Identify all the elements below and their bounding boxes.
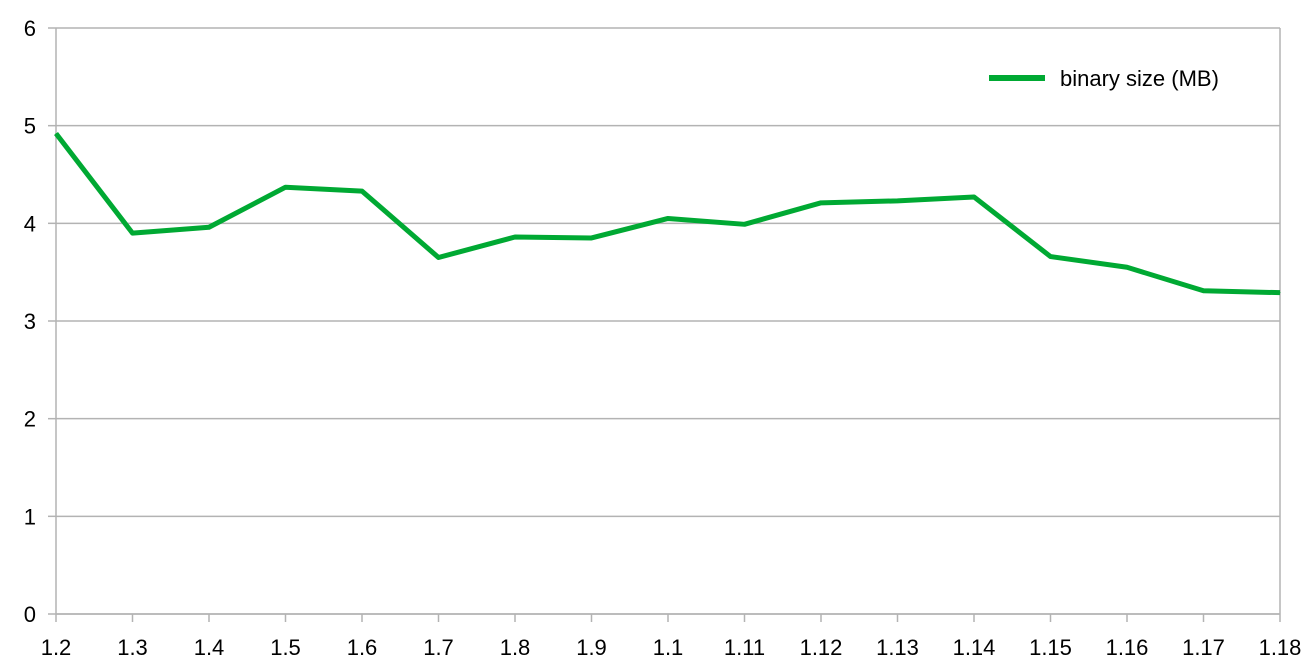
data-point-1.8	[514, 236, 516, 238]
x-tick-label-1.6: 1.6	[347, 635, 378, 660]
data-point-1.4	[208, 226, 210, 228]
x-tick-label-1.3: 1.3	[117, 635, 148, 660]
data-point-1.14	[973, 196, 975, 198]
data-point-1.13	[897, 200, 898, 202]
data-point-1.2	[55, 132, 57, 134]
y-tick-label-6: 6	[24, 16, 36, 41]
x-tick-label-1.16: 1.16	[1106, 635, 1149, 660]
data-point-1.17	[1203, 290, 1204, 292]
series-layer	[54, 131, 1281, 296]
x-tick-label-1.12: 1.12	[800, 635, 843, 660]
x-tick-label-1.14: 1.14	[953, 635, 996, 660]
data-point-1.1	[667, 217, 669, 219]
gridlines	[56, 27, 1280, 615]
legend-label-binary-size: binary size (MB)	[1060, 66, 1219, 91]
data-point-1.7	[438, 257, 439, 259]
data-point-1.9	[591, 237, 592, 239]
y-tick-label-3: 3	[24, 309, 36, 334]
x-tick-label-1.11: 1.11	[724, 635, 765, 660]
x-tick-label-1.18: 1.18	[1259, 635, 1302, 660]
legend: binary size (MB)	[989, 66, 1219, 91]
x-tick-label-1.4: 1.4	[194, 635, 225, 660]
y-axis-tick-labels: 0 1 2 3 4 5 6	[24, 16, 36, 627]
y-tick-label-0: 0	[24, 602, 36, 627]
series-line-binary-size	[54, 131, 1281, 296]
x-tick-label-1.17: 1.17	[1182, 635, 1225, 660]
y-tick-label-4: 4	[24, 211, 36, 236]
x-tick-label-1.13: 1.13	[876, 635, 919, 660]
x-tick-label-1.8: 1.8	[500, 635, 531, 660]
data-point-1.12	[820, 202, 822, 204]
x-axis-tick-labels: 1.2 1.3 1.4 1.5 1.6 1.7 1.8 1.9 1.1 1.11 1.12 1.13 1…	[41, 635, 1302, 660]
x-tick-label-1.7: 1.7	[423, 635, 454, 660]
x-tick-label-1.2: 1.2	[41, 635, 72, 660]
x-tick-label-1.1: 1.1	[653, 635, 684, 660]
data-point-1.15	[1050, 256, 1051, 258]
x-axis-ticks	[55, 614, 1281, 622]
data-point-1.16	[1126, 266, 1128, 268]
data-point-1.5	[285, 186, 286, 188]
data-point-1.18	[1279, 292, 1281, 294]
y-tick-label-5: 5	[24, 114, 36, 139]
y-tick-label-2: 2	[24, 407, 36, 432]
x-tick-label-1.5: 1.5	[270, 635, 301, 660]
y-tick-label-1: 1	[24, 504, 36, 529]
data-point-1.6	[361, 190, 363, 192]
data-point-1.3	[132, 232, 133, 234]
x-tick-label-1.9: 1.9	[576, 635, 607, 660]
data-point-1.11	[744, 223, 745, 225]
x-tick-label-1.15: 1.15	[1029, 635, 1072, 660]
